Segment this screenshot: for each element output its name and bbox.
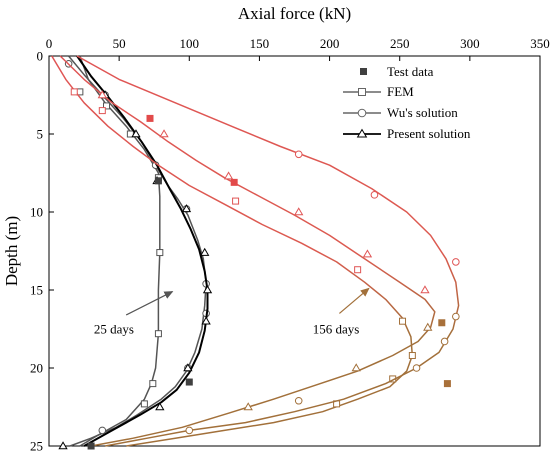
series-marker-triangle xyxy=(131,129,141,138)
series-marker-square xyxy=(149,380,157,388)
series-marker-triangle xyxy=(223,171,234,180)
test-data-point xyxy=(230,178,238,186)
legend-label-fem: FEM xyxy=(387,84,414,99)
y-tick-label: 5 xyxy=(37,127,44,142)
series-line-wu-s-solution-25-days xyxy=(68,55,207,447)
series-marker-triangle xyxy=(294,207,304,216)
x-axis-title: Axial force (kN) xyxy=(238,4,351,23)
series-marker-triangle xyxy=(155,402,165,411)
series-marker-square xyxy=(156,249,164,257)
x-tick-label: 200 xyxy=(320,36,340,51)
series-marker-circle xyxy=(185,426,194,435)
series-marker-circle xyxy=(98,426,107,435)
test-data-point xyxy=(87,442,95,450)
series-marker-triangle xyxy=(423,322,433,331)
series-marker-circle xyxy=(452,312,460,321)
series-marker-triangle xyxy=(202,285,213,294)
y-axis-ticks: 0 5 10 15 20 25 xyxy=(30,49,54,453)
series-marker-circle xyxy=(440,337,449,346)
legend-test-data-marker xyxy=(360,68,367,75)
series-marker-circle xyxy=(452,258,460,266)
series-marker-triangle xyxy=(362,249,373,258)
series-marker-square xyxy=(232,197,240,205)
test-data-point xyxy=(443,380,451,388)
x-tick-label: 250 xyxy=(390,36,410,51)
series-marker-triangle xyxy=(97,90,107,99)
series-marker-square xyxy=(154,330,162,338)
x-tick-label: 100 xyxy=(180,36,200,51)
legend-present-marker xyxy=(356,128,368,138)
annotations-layer: 25 days 156 days xyxy=(94,287,370,337)
series-marker-circle xyxy=(294,396,303,405)
series-marker-square xyxy=(399,317,407,325)
series-marker-triangle xyxy=(201,316,211,325)
test-data-point xyxy=(146,114,154,122)
series-line-fem-156-days xyxy=(51,55,414,447)
legend-label-wu-solution: Wu's solution xyxy=(387,105,458,120)
series-marker-triangle xyxy=(420,285,430,294)
legend-item-present-solution: Present solution xyxy=(343,126,471,141)
series-line-present-solution-156-days xyxy=(59,55,436,447)
series-marker-square xyxy=(354,266,362,274)
legend-fem-marker xyxy=(358,88,366,96)
series-marker-circle xyxy=(412,364,421,372)
x-axis-ticks: 0 50 100 150 200 250 300 350 xyxy=(46,36,550,61)
legend-label-present-solution: Present solution xyxy=(387,126,471,141)
series-marker-square xyxy=(70,88,78,96)
y-tick-label: 10 xyxy=(30,205,43,220)
legend-label-test-data: Test data xyxy=(387,64,434,79)
annotation-arrow xyxy=(125,291,174,316)
series-marker-triangle xyxy=(243,402,253,411)
annotation-arrow xyxy=(339,287,370,314)
y-tick-label: 20 xyxy=(30,361,43,376)
series-marker-triangle xyxy=(181,204,192,213)
series-line-fem-25-days xyxy=(79,55,161,447)
x-tick-label: 350 xyxy=(530,36,550,51)
series-marker-triangle xyxy=(159,129,169,138)
series-marker-square xyxy=(98,107,106,115)
x-tick-label: 0 xyxy=(46,36,53,51)
legend-item-test-data: Test data xyxy=(360,64,434,79)
legend-wu-marker xyxy=(357,108,367,118)
x-tick-label: 300 xyxy=(460,36,480,51)
test-data-point xyxy=(185,378,193,386)
legend-item-fem: FEM xyxy=(343,84,414,99)
annotation-label: 156 days xyxy=(313,322,360,337)
test-data-layer xyxy=(87,114,451,450)
test-data-point xyxy=(438,319,446,327)
x-tick-label: 150 xyxy=(250,36,270,51)
legend: Test data FEM Wu's solution Present solu… xyxy=(343,64,471,141)
y-tick-label: 25 xyxy=(30,439,43,453)
series-line-present-solution-25-days xyxy=(76,55,209,447)
y-axis-title: Depth (m) xyxy=(2,216,21,286)
annotation-label: 25 days xyxy=(94,322,134,337)
series-marker-square xyxy=(408,352,416,360)
series-marker-square xyxy=(140,400,148,408)
series-marker-triangle xyxy=(183,363,193,372)
series-marker-triangle xyxy=(200,247,210,256)
series-line-wu-s-solution-156-days xyxy=(76,55,460,447)
series-marker-triangle xyxy=(351,363,361,372)
series-marker-triangle xyxy=(58,441,68,450)
y-tick-label: 0 xyxy=(37,49,44,64)
legend-item-wu-solution: Wu's solution xyxy=(343,105,458,120)
series-marker-square xyxy=(103,102,111,110)
y-tick-label: 15 xyxy=(30,283,43,298)
plot-area-frame xyxy=(48,55,541,447)
series-marker-circle xyxy=(370,191,379,199)
series-marker-circle xyxy=(294,150,303,159)
test-data-point xyxy=(154,177,162,185)
x-tick-label: 50 xyxy=(113,36,126,51)
